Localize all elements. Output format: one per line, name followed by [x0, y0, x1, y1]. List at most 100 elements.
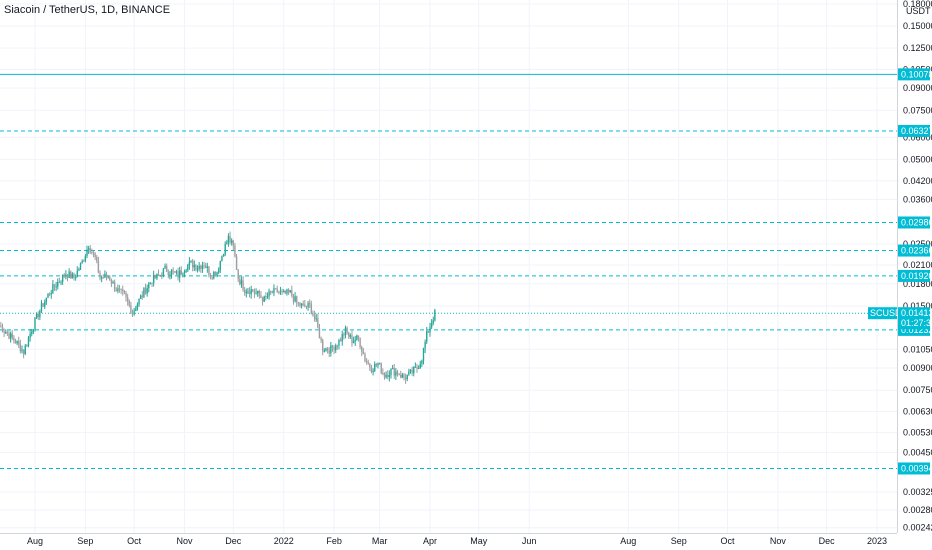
- time-axis[interactable]: Aug Sep Oct Nov Dec 2022 Feb Mar Apr May Jun Aug Sep…: [0, 533, 897, 547]
- level-badge-label: 0.00394: [901, 463, 932, 473]
- x-tick-label: 2023: [867, 536, 887, 546]
- candle: [24, 344, 26, 356]
- candle: [105, 271, 108, 281]
- candle: [346, 326, 348, 335]
- candle: [204, 262, 207, 269]
- candle: [307, 300, 309, 311]
- candle: [19, 339, 22, 354]
- candle: [172, 267, 174, 275]
- candle: [240, 276, 243, 288]
- candle: [348, 331, 350, 340]
- candle: [183, 269, 186, 278]
- candle: [219, 260, 222, 274]
- candle: [292, 293, 295, 305]
- candle: [143, 287, 145, 299]
- candle: [27, 335, 30, 348]
- candle: [229, 231, 231, 245]
- x-tick-label: Feb: [326, 536, 342, 546]
- candle: [96, 254, 98, 264]
- candle: [287, 288, 290, 296]
- x-tick-label: Aug: [620, 536, 636, 546]
- candle: [434, 308, 436, 322]
- candle: [60, 280, 62, 286]
- candle: [154, 274, 156, 279]
- y-unit-label: USDT: [906, 6, 931, 16]
- candle: [107, 276, 109, 279]
- x-tick-label: 2022: [274, 536, 294, 546]
- candle: [289, 290, 291, 294]
- candle: [193, 260, 196, 271]
- candle: [16, 340, 18, 346]
- candle: [248, 287, 251, 298]
- candle: [22, 349, 25, 359]
- candle: [317, 313, 319, 329]
- candle: [37, 311, 39, 320]
- candle: [164, 263, 166, 269]
- x-tick-label: Nov: [770, 536, 787, 546]
- candle: [322, 338, 324, 356]
- candle: [341, 330, 343, 346]
- candle: [31, 328, 33, 337]
- candle: [39, 309, 41, 321]
- candle: [128, 299, 130, 308]
- candle: [393, 363, 395, 379]
- candle: [221, 255, 223, 262]
- candle: [396, 369, 399, 377]
- candle: [216, 271, 218, 278]
- candle: [152, 270, 155, 287]
- candle: [252, 289, 254, 293]
- candle: [263, 295, 265, 303]
- candle: [76, 266, 78, 278]
- candle: [178, 266, 181, 283]
- candle: [203, 261, 205, 270]
- candle: [235, 253, 238, 270]
- candle: [195, 264, 197, 272]
- candle: [374, 361, 376, 372]
- candle: [61, 274, 64, 285]
- candle: [388, 370, 391, 382]
- horizontal-levels: [0, 73, 897, 469]
- candle: [94, 252, 96, 261]
- candle: [315, 313, 317, 322]
- candle: [211, 276, 213, 280]
- candle: [47, 293, 49, 299]
- level-badge-label: 0.10078: [901, 69, 932, 79]
- candle: [330, 341, 332, 357]
- x-tick-label: May: [470, 536, 488, 546]
- candle: [87, 245, 90, 254]
- candle: [200, 264, 202, 273]
- candle: [144, 283, 147, 295]
- candle: [302, 300, 304, 307]
- candle: [370, 364, 373, 374]
- candle: [255, 288, 257, 295]
- countdown-label: 01:27:34: [901, 318, 932, 328]
- candle: [113, 279, 116, 292]
- candle: [398, 372, 400, 376]
- candle: [390, 368, 392, 379]
- candle: [35, 312, 38, 319]
- candle: [313, 310, 316, 322]
- candle: [157, 269, 160, 276]
- candle: [401, 372, 404, 379]
- candle: [364, 352, 366, 363]
- candle: [339, 337, 342, 342]
- candle: [318, 323, 321, 339]
- candle: [182, 272, 184, 278]
- candle: [284, 290, 287, 295]
- candle: [300, 303, 303, 309]
- candle: [375, 362, 378, 368]
- candle: [266, 292, 269, 299]
- candle: [81, 259, 83, 264]
- candle: [86, 245, 88, 259]
- candle: [432, 316, 434, 326]
- candle: [191, 258, 194, 272]
- candle: [387, 370, 389, 380]
- candle: [26, 344, 28, 347]
- candle: [383, 372, 386, 380]
- candle: [297, 301, 300, 307]
- candle: [222, 253, 225, 257]
- candle: [247, 287, 249, 295]
